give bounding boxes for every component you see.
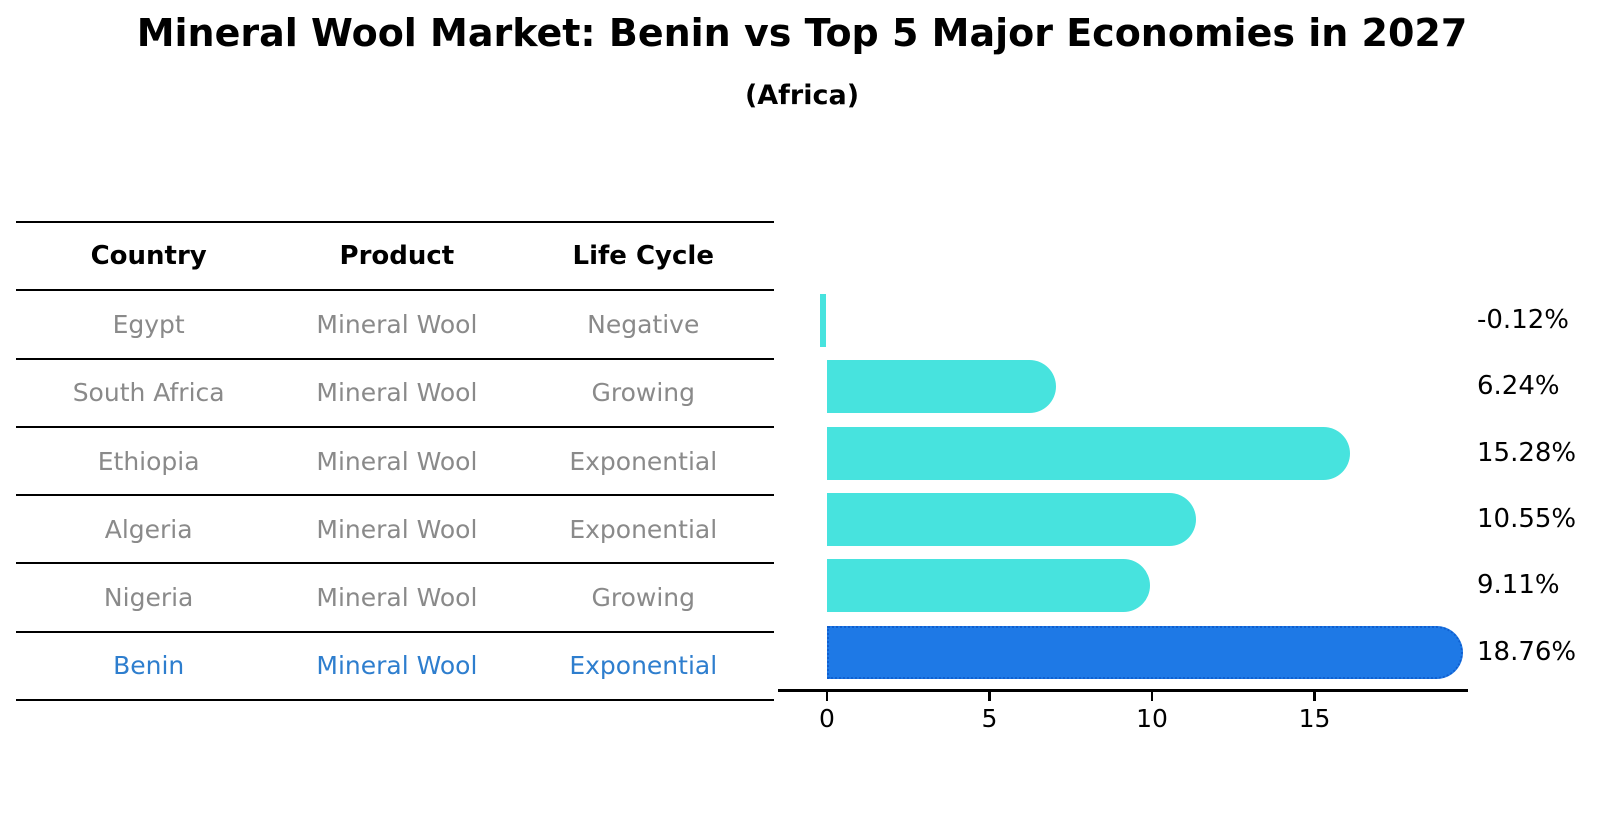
table-header-product: Product	[339, 241, 455, 272]
x-axis-line	[778, 689, 1468, 692]
table-cell-country: Ethiopia	[97, 446, 200, 476]
x-axis-tick-label: 5	[981, 704, 998, 733]
table-row: South Africa Mineral Wool Growing	[16, 357, 774, 426]
country-table: Country Product Life Cycle Egypt Mineral …	[16, 221, 774, 702]
chart-title: Mineral Wool Market: Benin vs Top 5 Majo…	[136, 11, 1468, 55]
table-cell-life-cycle: Exponential	[569, 446, 718, 476]
value-label: 18.76%	[1477, 636, 1577, 667]
table-cell-country: Algeria	[104, 514, 193, 544]
bar	[827, 360, 1057, 414]
table-header-row: Country Product Life Cycle	[16, 221, 774, 289]
table-row: Nigeria Mineral Wool Growing	[16, 562, 774, 630]
table-row: Egypt Mineral Wool Negative	[16, 289, 774, 357]
table-cell-country: South Africa	[72, 378, 225, 408]
value-label: 15.28%	[1477, 437, 1577, 468]
table-cell-life-cycle: Growing	[591, 583, 695, 613]
value-label: 10.55%	[1477, 503, 1577, 534]
table-header-country: Country	[90, 241, 207, 272]
x-axis-tick	[988, 692, 991, 701]
value-label: -0.12%	[1477, 305, 1569, 335]
table-cell-life-cycle: Exponential	[569, 514, 718, 544]
chart-subtitle: (Africa)	[744, 80, 860, 111]
value-label: 6.24%	[1477, 371, 1560, 402]
table-cell-product: Mineral Wool	[316, 514, 478, 544]
table-cell-product: Mineral Wool	[316, 651, 478, 681]
x-axis-tick-label: 10	[1136, 704, 1168, 733]
value-label: 9.11%	[1477, 570, 1560, 601]
table-cell-country: Nigeria	[103, 583, 194, 613]
table-cell-product: Mineral Wool	[316, 309, 478, 339]
table-body: Egypt Mineral Wool Negative South Africa Min…	[16, 289, 774, 699]
table-cell-product: Mineral Wool	[316, 446, 478, 476]
bar-benin-highlight	[827, 625, 1464, 679]
bar	[827, 559, 1150, 613]
table-header-life-cycle: Life Cycle	[572, 241, 714, 272]
table-cell-product: Mineral Wool	[316, 583, 478, 613]
x-axis-tick	[1150, 692, 1154, 701]
table-cell-country: Egypt	[112, 309, 185, 339]
bar	[827, 492, 1197, 546]
x-axis-tick-label: 15	[1298, 704, 1331, 733]
x-axis-tick-label: 0	[819, 704, 835, 733]
table-cell-life-cycle: Negative	[587, 309, 700, 339]
x-axis-tick	[825, 692, 829, 701]
table-cell-country: Benin	[113, 651, 185, 681]
table-cell-life-cycle: Exponential	[569, 651, 718, 681]
table-cell-product: Mineral Wool	[316, 378, 478, 408]
x-axis-tick	[1313, 692, 1316, 701]
table-row: Ethiopia Mineral Wool Exponential	[16, 425, 774, 494]
bar	[827, 426, 1351, 480]
table-cell-life-cycle: Growing	[591, 378, 695, 408]
table-row: Algeria Mineral Wool Exponential	[16, 494, 774, 562]
bar	[820, 294, 827, 347]
table-row: Benin Mineral Wool Exponential	[16, 630, 774, 699]
